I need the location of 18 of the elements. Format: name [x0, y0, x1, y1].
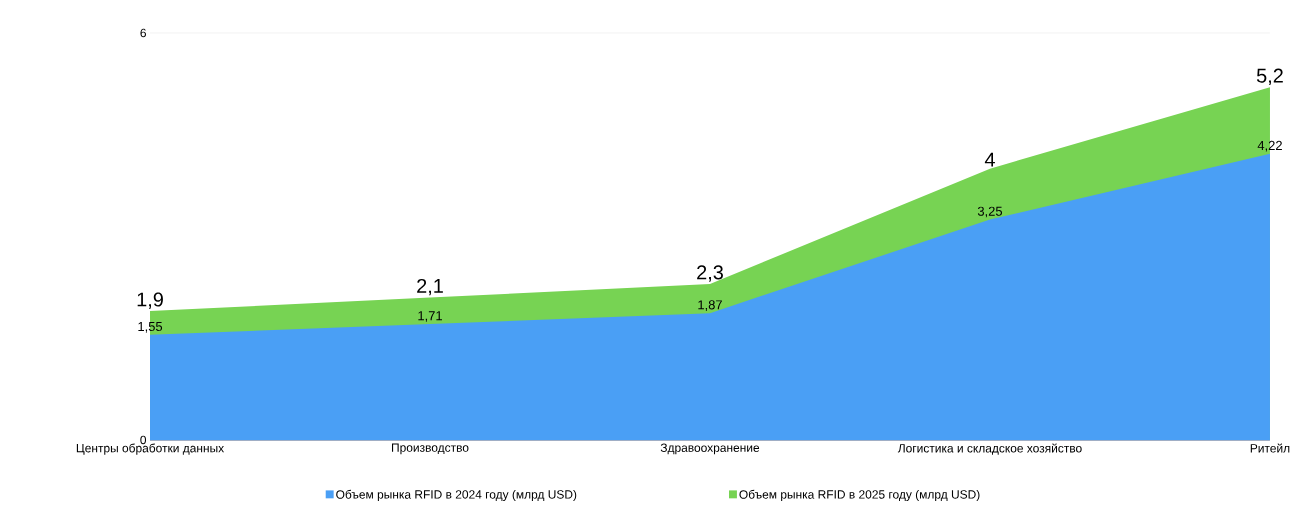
data-label: 2,3	[697, 265, 723, 282]
data-label: 1,9	[137, 292, 163, 309]
y-tick-label: 6	[140, 28, 146, 38]
data-label: 1,71	[418, 311, 442, 322]
data-label: 1,87	[698, 300, 722, 311]
x-tick-label: Здравоохранение	[660, 443, 760, 455]
legend-label: Объем рынка RFID в 2024 году (млрд USD)	[336, 489, 577, 502]
legend-label: Объем рынка RFID в 2025 году (млрд USD)	[739, 489, 980, 502]
data-label: 1,55	[138, 322, 163, 333]
data-label: 5,2	[1256, 68, 1283, 86]
data-label: 3,25	[977, 206, 1003, 218]
y-tick-label: 0	[140, 435, 147, 445]
x-tick-label: Ритейл	[1250, 443, 1290, 453]
x-tick-label: Производство	[392, 443, 469, 455]
data-label: 4	[984, 152, 995, 167]
data-label: 2,1	[417, 278, 443, 296]
x-tick-label: Логистика и складское хозяйство	[897, 443, 1082, 455]
x-tick-label: Центры обработки данных	[76, 443, 224, 455]
